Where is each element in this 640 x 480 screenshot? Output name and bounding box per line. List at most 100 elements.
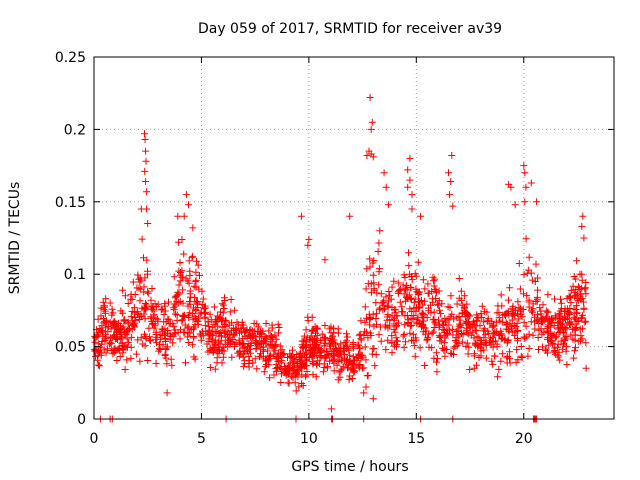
data-point	[372, 315, 380, 322]
y-axis-label: SRMTID / TECUs	[7, 182, 23, 295]
data-point	[129, 278, 137, 286]
data-point	[557, 295, 564, 303]
data-point	[404, 183, 412, 191]
data-point	[99, 298, 107, 306]
data-point	[445, 169, 452, 177]
data-point	[478, 314, 486, 321]
data-point	[437, 337, 445, 345]
data-point	[184, 302, 192, 310]
data-point	[462, 342, 470, 350]
data-point	[141, 315, 149, 323]
y-tick-label: 0.1	[64, 267, 86, 283]
data-point	[190, 353, 198, 361]
data-point	[309, 371, 317, 379]
data-point	[102, 331, 109, 339]
data-point	[123, 356, 131, 364]
data-point	[297, 212, 305, 220]
data-point	[186, 290, 194, 298]
data-point	[292, 371, 300, 379]
data-point	[107, 325, 115, 333]
data-point	[544, 349, 551, 357]
data-point	[340, 350, 348, 358]
data-point	[561, 337, 569, 344]
data-point	[495, 365, 503, 373]
data-point	[141, 167, 149, 175]
data-point	[135, 284, 143, 292]
data-point	[297, 349, 304, 357]
data-point	[410, 342, 418, 350]
data-point	[544, 341, 552, 349]
data-point	[170, 273, 178, 281]
data-point	[570, 354, 578, 362]
data-point	[450, 344, 458, 352]
data-point	[121, 366, 129, 373]
data-point	[422, 327, 430, 335]
data-point	[449, 331, 457, 339]
data-point	[362, 285, 370, 293]
data-point	[412, 272, 420, 280]
data-point	[578, 276, 586, 284]
data-point	[463, 320, 471, 328]
data-point	[431, 286, 439, 294]
data-point	[326, 336, 334, 344]
data-point	[264, 347, 272, 355]
data-point	[263, 356, 271, 364]
data-point	[182, 191, 190, 199]
data-point	[364, 280, 372, 288]
data-point	[569, 282, 577, 290]
data-point	[325, 357, 333, 365]
data-point	[323, 364, 331, 372]
data-point	[170, 322, 178, 330]
data-point	[238, 340, 246, 347]
data-point	[430, 315, 438, 323]
data-point	[200, 305, 208, 313]
data-point	[372, 299, 380, 307]
data-point	[444, 303, 452, 311]
data-point	[523, 292, 531, 300]
data-point	[293, 370, 300, 378]
data-point	[416, 298, 424, 306]
data-point	[579, 212, 587, 220]
data-point	[324, 351, 332, 359]
data-point	[110, 348, 118, 356]
data-point	[513, 346, 521, 354]
data-point	[102, 295, 110, 303]
data-point	[505, 296, 512, 304]
data-point	[278, 370, 285, 378]
data-point	[199, 295, 207, 303]
data-point	[533, 295, 541, 303]
data-point	[270, 371, 278, 379]
data-point	[404, 316, 412, 324]
data-point	[491, 352, 499, 360]
data-point	[390, 277, 398, 285]
data-point	[580, 304, 588, 312]
data-point	[250, 319, 258, 327]
data-point	[221, 316, 229, 324]
data-point	[178, 236, 186, 243]
data-point	[161, 335, 169, 343]
data-point	[136, 357, 144, 365]
data-point	[266, 374, 274, 382]
data-point	[532, 260, 540, 268]
data-point	[431, 275, 439, 283]
data-point	[370, 286, 378, 294]
data-point	[366, 255, 374, 263]
data-point	[453, 300, 461, 308]
data-point	[232, 329, 240, 337]
data-point	[259, 346, 267, 354]
data-point	[213, 312, 221, 320]
data-point	[338, 365, 346, 373]
data-point	[421, 297, 429, 305]
data-point	[179, 286, 187, 294]
data-point	[528, 276, 536, 284]
data-point	[525, 296, 533, 304]
data-point	[572, 344, 579, 352]
data-point	[95, 361, 102, 369]
data-point	[436, 306, 443, 314]
data-point	[512, 358, 520, 366]
data-point	[520, 271, 528, 279]
data-point	[570, 305, 578, 313]
data-point	[370, 345, 378, 353]
data-point	[435, 287, 443, 295]
